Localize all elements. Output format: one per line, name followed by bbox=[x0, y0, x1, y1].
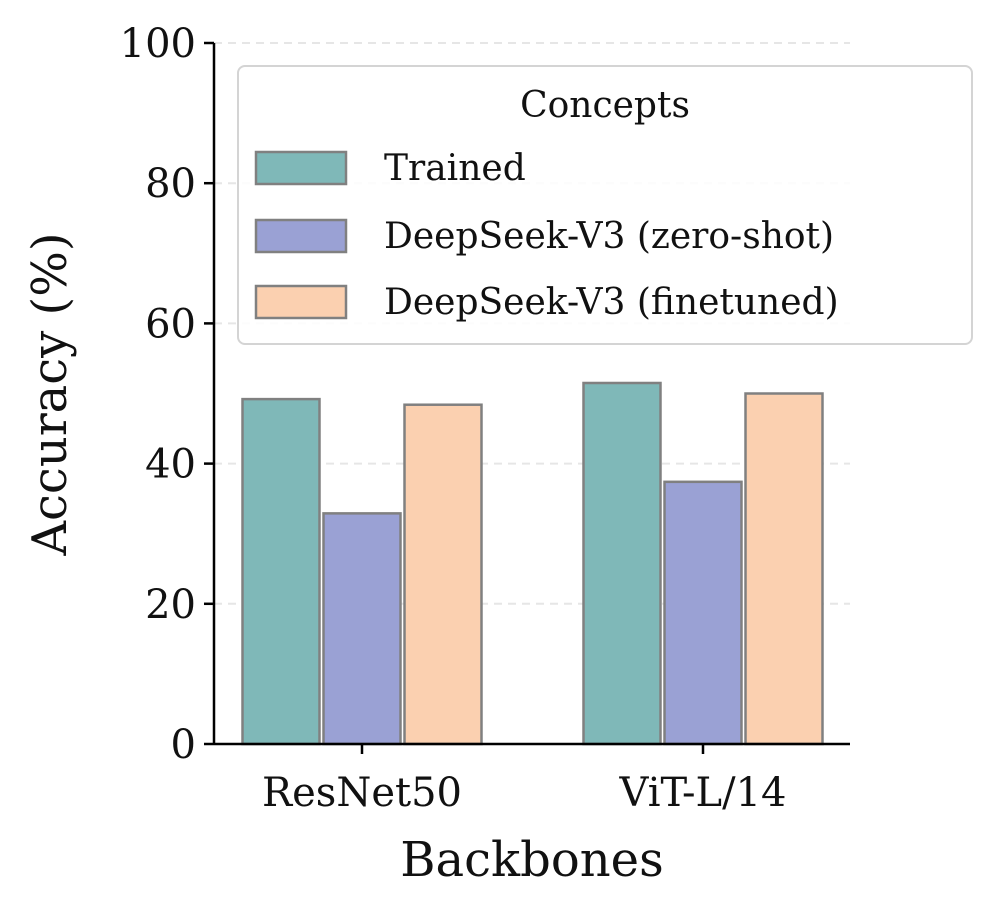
x-axis-label: Backbones bbox=[400, 832, 663, 888]
bar bbox=[322, 512, 402, 746]
legend-title: Concepts bbox=[520, 85, 690, 126]
legend-entry-label: DeepSeek-V3 (zero-shot) bbox=[384, 216, 834, 257]
x-ticks: ResNet50 ViT-L/14 bbox=[262, 744, 786, 816]
legend-entries: Trained DeepSeek-V3 (zero-shot) DeepSeek-V… bbox=[254, 148, 839, 323]
y-tick-label: 40 bbox=[145, 442, 196, 488]
bar bbox=[744, 392, 824, 746]
legend-entry-label: DeepSeek-V3 (finetuned) bbox=[384, 282, 839, 323]
y-tick-label: 100 bbox=[120, 21, 196, 67]
bar bbox=[663, 480, 743, 746]
x-tick-label: ResNet50 bbox=[262, 770, 462, 816]
bar bbox=[582, 381, 662, 746]
legend: Concepts Trained DeepSeek-V3 (zero-shot) D… bbox=[237, 65, 973, 345]
legend-frame bbox=[237, 65, 973, 345]
legend-swatch bbox=[254, 284, 348, 320]
legend-entry-label: Trained bbox=[384, 148, 526, 189]
y-ticks: 0 20 40 60 80 100 bbox=[120, 21, 214, 768]
bars bbox=[241, 381, 824, 746]
y-tick-label: 60 bbox=[145, 301, 196, 347]
y-tick-label: 20 bbox=[145, 582, 196, 628]
y-axis-label: Accuracy (%) bbox=[22, 232, 78, 556]
legend-swatch bbox=[254, 218, 348, 254]
axes bbox=[212, 43, 850, 746]
y-tick-label: 0 bbox=[171, 722, 196, 768]
legend-swatch bbox=[254, 150, 348, 186]
bar bbox=[241, 397, 321, 746]
bar bbox=[403, 403, 483, 746]
y-tick-label: 80 bbox=[145, 161, 196, 207]
x-tick-label: ViT-L/14 bbox=[619, 770, 787, 816]
